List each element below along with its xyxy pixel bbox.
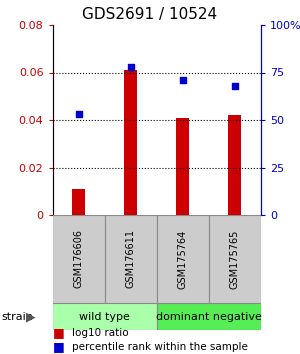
Bar (52, 303, 157, 330)
Bar (52, 215, 105, 303)
Text: wild type: wild type (79, 312, 130, 321)
Text: GDS2691 / 10524: GDS2691 / 10524 (82, 7, 218, 23)
Text: GSM176606: GSM176606 (74, 229, 84, 289)
Text: GSM176611: GSM176611 (126, 229, 136, 289)
Bar (209, 215, 261, 303)
Point (232, 83, 237, 88)
Text: ▶: ▶ (26, 310, 35, 323)
Bar (228, 115, 242, 215)
Bar (124, 70, 137, 215)
Text: ■: ■ (52, 326, 64, 339)
Point (180, 77, 185, 83)
Text: GSM175765: GSM175765 (230, 229, 240, 289)
Text: strain: strain (2, 312, 33, 321)
Text: percentile rank within the sample: percentile rank within the sample (72, 342, 248, 352)
Point (128, 64, 133, 70)
Bar (176, 118, 189, 215)
Bar (105, 215, 157, 303)
Bar (157, 303, 261, 330)
Point (76, 112, 81, 117)
Text: GSM175764: GSM175764 (178, 229, 188, 289)
Text: ■: ■ (52, 341, 64, 353)
Text: dominant negative: dominant negative (156, 312, 262, 321)
Text: log10 ratio: log10 ratio (72, 328, 129, 338)
Bar (72, 189, 85, 215)
Bar (157, 215, 209, 303)
